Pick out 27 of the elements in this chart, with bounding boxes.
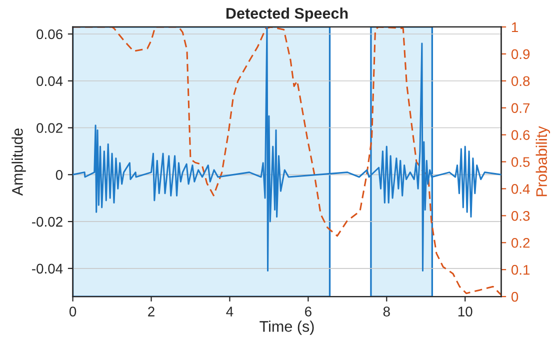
y2-tick-label: 0.9 <box>511 49 530 60</box>
y-tick-label: 0.06 <box>36 29 62 40</box>
y-tick-label: 0.04 <box>36 76 63 86</box>
y-axis-title: Amplitude <box>12 128 26 196</box>
y2-tick-label: 0.3 <box>511 211 530 221</box>
y-tick-label: -0.02 <box>32 216 62 227</box>
y2-tick-label: 0.8 <box>511 76 530 86</box>
x-tick-label: 0 <box>69 306 76 316</box>
x-tick-label: 6 <box>305 306 312 316</box>
y2-tick-label: 0.6 <box>511 130 530 140</box>
y2-tick-label: 0 <box>511 292 518 302</box>
y2-tick-label: 1 <box>512 22 518 32</box>
x-tick-label: 8 <box>383 306 390 316</box>
x-axis-title: Time (s) <box>260 320 314 335</box>
y2-tick-label: 0.5 <box>511 157 530 167</box>
chart-title: Detected Speech <box>226 8 348 22</box>
y2-tick-label: 0.2 <box>511 238 530 248</box>
y2-tick-label: 0.4 <box>511 184 530 194</box>
y-tick-label: 0 <box>56 170 63 180</box>
x-tick-label: 2 <box>148 306 154 316</box>
y-tick-label: 0.02 <box>36 123 62 133</box>
y2-tick-label: 0.1 <box>511 264 530 275</box>
y2-tick-label: 0.7 <box>511 103 530 114</box>
x-tick-label: 4 <box>226 306 234 316</box>
y-tick-label: -0.04 <box>32 264 63 274</box>
y2-axis-title: Probability <box>536 126 550 196</box>
x-tick-label: 10 <box>458 306 472 316</box>
